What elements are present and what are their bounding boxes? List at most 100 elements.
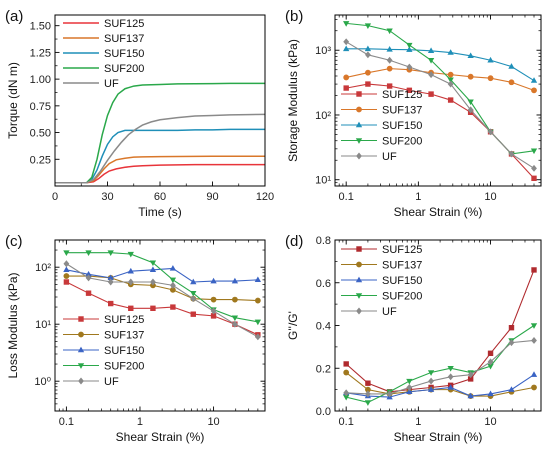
- data-point: [150, 278, 156, 286]
- chart-panel-c: 0.1 1 10 10⁰ 10¹ 10² Shear Strain (%) Loss Modu…: [5, 233, 266, 444]
- data-point: [254, 333, 261, 341]
- data-point: [530, 77, 538, 83]
- series-group-b: [343, 21, 538, 182]
- data-point: [467, 73, 474, 80]
- ticks-b: 0.1 1 10 10¹ 10² 10³: [315, 15, 541, 203]
- series-uf: [55, 113, 265, 184]
- data-point: [190, 295, 197, 303]
- data-point: [169, 281, 176, 289]
- legend-label: SUF125: [382, 244, 422, 256]
- data-point: [487, 358, 494, 366]
- data-point: [190, 311, 196, 317]
- legend-label: SUF137: [104, 330, 144, 342]
- legend-marker: [355, 121, 363, 128]
- legend-d: SUF125 SUF137 SUF150 SUF200 UF: [341, 244, 422, 318]
- data-point: [364, 51, 371, 59]
- series-group-d: [343, 267, 538, 406]
- series-line: [345, 269, 535, 393]
- series-line: [346, 325, 535, 404]
- data-point: [231, 320, 238, 328]
- legend-item: SUF137: [63, 330, 144, 342]
- legend-marker: [78, 377, 84, 385]
- y-axis-title: Loss Modulus (kPa): [6, 272, 20, 378]
- series-group-c: [63, 250, 262, 341]
- plot-frame: [334, 239, 542, 412]
- y-tick-label: 0.6: [316, 278, 331, 290]
- data-point: [467, 99, 474, 106]
- legend-item: UF: [63, 78, 119, 90]
- data-point: [254, 276, 262, 283]
- y-tick-label: 0.8: [316, 235, 331, 247]
- legend-item: SUF200: [341, 291, 422, 303]
- x-tick-label: 30: [101, 191, 113, 203]
- data-point: [427, 386, 435, 392]
- data-point: [386, 83, 393, 89]
- y-tick-label: 1.25: [30, 47, 51, 59]
- data-point: [487, 56, 494, 63]
- legend-marker: [356, 91, 362, 97]
- legend-marker: [356, 106, 362, 113]
- series-suf150: [343, 45, 538, 83]
- data-point: [343, 369, 350, 376]
- legend-marker: [355, 276, 363, 283]
- series-suf150: [55, 128, 265, 184]
- data-point: [508, 63, 515, 69]
- data-point: [149, 260, 157, 267]
- legend-label: SUF150: [382, 120, 422, 132]
- y-tick-label: 0.0: [316, 406, 331, 418]
- series-suf137: [63, 273, 261, 304]
- y-tick-label: 0.25: [30, 154, 51, 166]
- chart-panel-d: 0.1 1 10 0.0 0.2 0.4 0.6 0.8 Shear Strain (%) G''…: [285, 233, 542, 444]
- data-point: [343, 74, 350, 81]
- data-point: [406, 63, 413, 71]
- panel-label: (a): [5, 8, 23, 25]
- data-point: [406, 384, 413, 391]
- plot-frame: [54, 14, 266, 187]
- legend-item: SUF137: [63, 33, 144, 45]
- data-point: [508, 386, 515, 392]
- data-point: [531, 384, 537, 391]
- y-tick-label: 10⁰: [34, 376, 51, 388]
- data-point: [428, 71, 434, 79]
- legend-item: SUF200: [341, 136, 422, 148]
- y-axis-title: Storage Modulus (kPa): [286, 39, 300, 162]
- data-point: [343, 45, 350, 52]
- y-tick-label: 0.4: [316, 321, 331, 333]
- data-point: [232, 296, 238, 303]
- data-point: [149, 266, 157, 273]
- data-point: [210, 296, 217, 303]
- legend-item: SUF150: [341, 275, 422, 287]
- data-point: [487, 390, 494, 397]
- data-point: [150, 305, 156, 312]
- data-point: [364, 390, 371, 398]
- legend-label: SUF137: [382, 105, 422, 117]
- x-tick-label: 0.1: [339, 191, 354, 203]
- data-point: [343, 21, 350, 27]
- legend-label: UF: [104, 376, 119, 388]
- data-point: [531, 175, 537, 182]
- legend-item: SUF125: [63, 18, 144, 30]
- x-axis-title: Shear Strain (%): [116, 430, 205, 444]
- data-point: [467, 52, 474, 59]
- data-point: [254, 319, 262, 326]
- data-point: [386, 390, 393, 398]
- data-point: [467, 392, 474, 399]
- legend-label: SUF150: [104, 345, 144, 357]
- legend-label: UF: [382, 306, 397, 318]
- data-point: [386, 65, 393, 72]
- series-uf: [343, 336, 537, 398]
- data-point: [427, 47, 435, 54]
- data-point: [343, 38, 350, 46]
- legend-b: SUF125 SUF137 SUF150 SUF200 UF: [341, 89, 422, 163]
- legend-a: SUF125 SUF137 SUF150 SUF200 UF: [63, 18, 144, 90]
- data-point: [170, 304, 176, 310]
- series-line: [346, 83, 535, 179]
- series-line: [346, 22, 535, 155]
- chart-panel-b: 0.1 1 10 10¹ 10² 10³ Shear Strain (%) Storage M…: [285, 8, 542, 219]
- data-point: [365, 69, 371, 76]
- legend-item: UF: [341, 306, 397, 318]
- series-uf: [63, 260, 261, 341]
- x-tick-label: 1: [137, 416, 143, 428]
- data-point: [531, 87, 537, 94]
